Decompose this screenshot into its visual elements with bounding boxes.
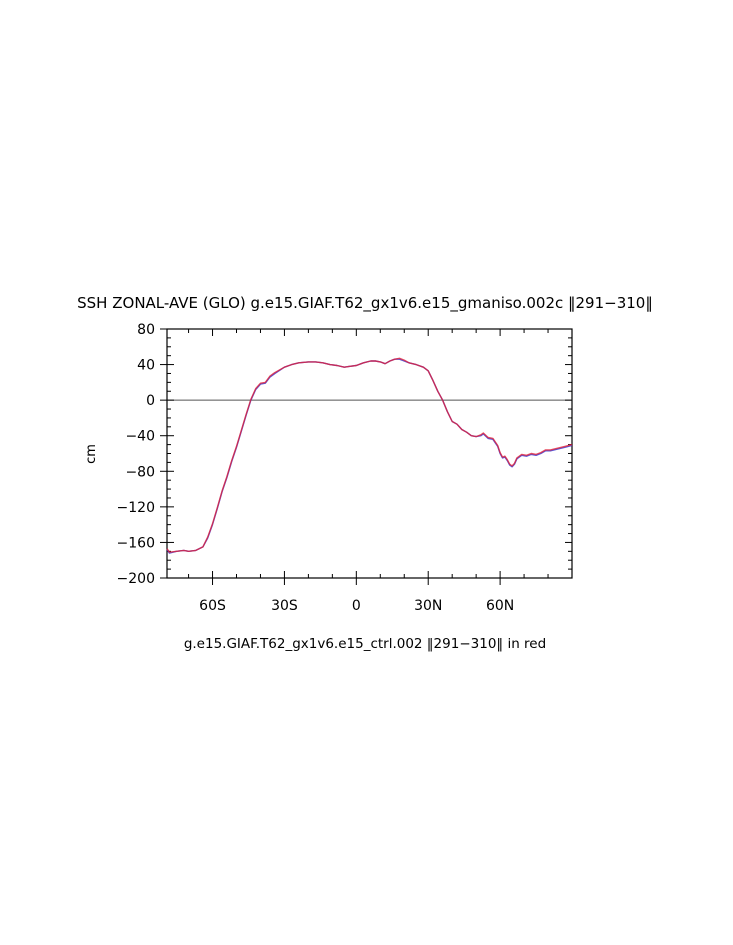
y-tick-label: 80 [137,322,155,338]
x-tick-label: 60N [486,598,514,614]
y-tick-label: 40 [137,358,155,374]
series-line-1 [166,358,573,554]
x-tick-label: 0 [352,598,361,614]
y-tick-label: 0 [146,393,155,409]
plot-area: 80 40 0 −40 −80 −120 −160 −200 60S 30S 0 30N 60N [117,322,573,614]
x-tick-label: 60S [199,598,226,614]
y-tick-label: −200 [117,571,155,587]
y-tick-label: −160 [117,535,155,551]
plot-frame [166,328,573,579]
y-tick-label: −80 [125,464,155,480]
y-tick-label: −120 [117,500,155,516]
series-line-2 [166,357,573,553]
x-tick-label: 30N [414,598,442,614]
chart-subtitle: g.e15.GIAF.T62_gx1v6.e15_ctrl.002 ‖291−3… [184,636,546,652]
y-axis-label: cm [84,444,99,464]
chart-title: SSH ZONAL-AVE (GLO) g.e15.GIAF.T62_gx1v6… [77,294,653,313]
y-tick-label: −40 [125,429,155,445]
x-tick-label: 30S [271,598,298,614]
